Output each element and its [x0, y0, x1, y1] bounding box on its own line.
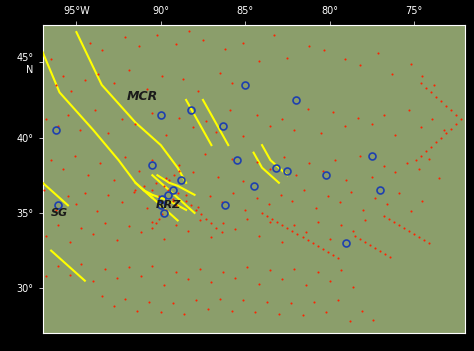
Text: SG: SG	[51, 208, 68, 218]
Text: RRZ: RRZ	[156, 200, 181, 210]
Polygon shape	[43, 25, 465, 333]
Text: MCR: MCR	[127, 90, 158, 103]
